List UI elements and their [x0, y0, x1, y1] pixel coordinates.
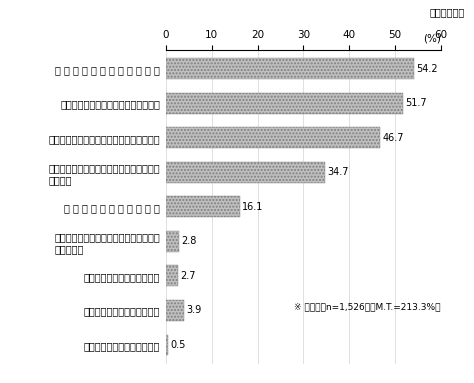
- Bar: [166, 196, 240, 217]
- Text: 46.7: 46.7: [382, 133, 404, 143]
- Text: ※ 総　数（n=1,526人、M.T.=213.3%）: ※ 総 数（n=1,526人、M.T.=213.3%）: [294, 303, 441, 312]
- Bar: [166, 334, 168, 355]
- Text: (%): (%): [423, 33, 441, 44]
- Text: 3.9: 3.9: [186, 305, 201, 315]
- Text: 51.7: 51.7: [405, 98, 427, 108]
- Text: 54.2: 54.2: [417, 64, 438, 74]
- Text: 34.7: 34.7: [327, 167, 349, 177]
- Text: （複数回答）: （複数回答）: [429, 8, 465, 18]
- Bar: [166, 265, 178, 286]
- Text: 2.7: 2.7: [181, 271, 196, 281]
- Bar: [166, 59, 414, 79]
- Text: 0.5: 0.5: [171, 340, 186, 350]
- Bar: [166, 300, 184, 321]
- Bar: [166, 231, 179, 252]
- Text: 2.8: 2.8: [181, 236, 196, 246]
- Bar: [166, 128, 380, 148]
- Bar: [166, 93, 403, 114]
- Bar: [166, 162, 325, 183]
- Text: 16.1: 16.1: [242, 202, 264, 212]
